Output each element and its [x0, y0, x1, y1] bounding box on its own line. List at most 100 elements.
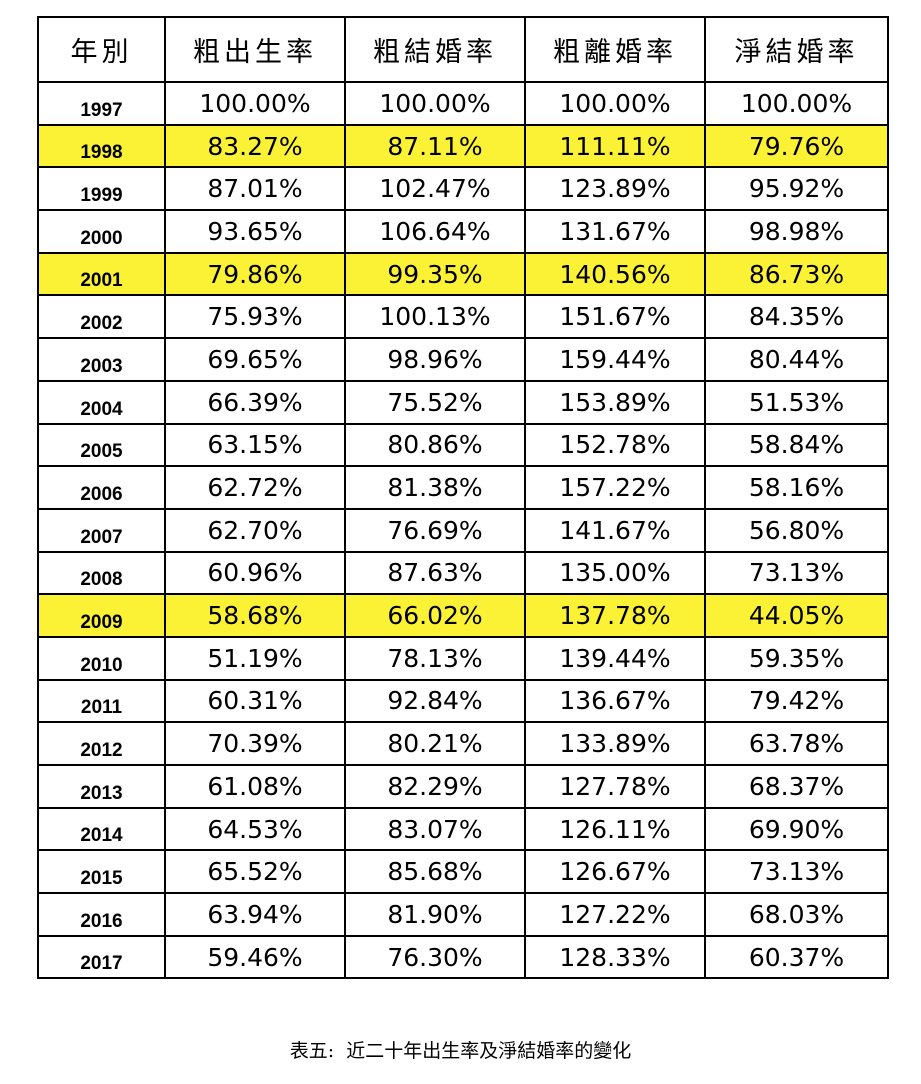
year-cell: 2007	[37, 507, 166, 553]
crude-divorce-rate-cell: 126.67%	[524, 849, 706, 895]
table-row: 1997 100.00% 100.00% 100.00% 100.00%	[37, 81, 889, 126]
header-year: 年別	[37, 16, 166, 83]
crude-birth-rate-cell: 69.65%	[164, 337, 346, 382]
net-marriage-rate-cell: 44.05%	[704, 593, 889, 638]
crude-marriage-rate-cell: 98.96%	[344, 337, 526, 382]
net-marriage-rate-cell: 68.37%	[704, 764, 889, 809]
header-crude-divorce-rate: 粗離婚率	[524, 16, 706, 83]
crude-divorce-rate-cell: 137.78%	[524, 593, 706, 638]
crude-divorce-rate-cell: 139.44%	[524, 635, 706, 681]
crude-marriage-rate-cell: 99.35%	[344, 251, 526, 297]
year-cell: 2005	[37, 422, 166, 468]
crude-marriage-rate-cell: 80.21%	[344, 721, 526, 766]
year-cell: 2014	[37, 806, 166, 852]
data-table: 年別 粗出生率 粗結婚率 粗離婚率 淨結婚率 1997 100.00% 100.00…	[37, 16, 889, 980]
crude-marriage-rate-cell: 100.00%	[344, 81, 526, 126]
table-row: 2011 60.31% 92.84% 136.67% 79.42%	[37, 678, 889, 724]
crude-birth-rate-cell: 62.72%	[164, 465, 346, 510]
crude-marriage-rate-cell: 92.84%	[344, 678, 526, 724]
net-marriage-rate-cell: 58.16%	[704, 465, 889, 510]
table-row: 2008 60.96% 87.63% 135.00% 73.13%	[37, 550, 889, 596]
table-body: 1997 100.00% 100.00% 100.00% 100.00% 1998 83.2…	[37, 81, 889, 980]
crude-marriage-rate-cell: 87.11%	[344, 123, 526, 169]
table-caption: 表五: 近二十年出生率及淨結婚率的變化	[289, 1040, 632, 1062]
net-marriage-rate-cell: 63.78%	[704, 721, 889, 766]
table-row: 1998 83.27% 87.11% 111.11% 79.76%	[37, 123, 889, 169]
year-cell: 1998	[37, 123, 166, 169]
net-marriage-rate-cell: 56.80%	[704, 507, 889, 553]
crude-divorce-rate-cell: 153.89%	[524, 379, 706, 425]
crude-birth-rate-cell: 83.27%	[164, 123, 346, 169]
crude-divorce-rate-cell: 152.78%	[524, 422, 706, 468]
table-row: 2005 63.15% 80.86% 152.78% 58.84%	[37, 422, 889, 468]
header-net-marriage-rate: 淨結婚率	[704, 16, 889, 83]
table-row: 2004 66.39% 75.52% 153.89% 51.53%	[37, 379, 889, 425]
net-marriage-rate-cell: 95.92%	[704, 166, 889, 212]
net-marriage-rate-cell: 58.84%	[704, 422, 889, 468]
crude-divorce-rate-cell: 126.11%	[524, 806, 706, 852]
table-row: 2001 79.86% 99.35% 140.56% 86.73%	[37, 251, 889, 297]
year-cell: 2012	[37, 721, 166, 766]
crude-birth-rate-cell: 75.93%	[164, 294, 346, 340]
crude-marriage-rate-cell: 66.02%	[344, 593, 526, 638]
table-row: 2013 61.08% 82.29% 127.78% 68.37%	[37, 764, 889, 809]
crude-divorce-rate-cell: 157.22%	[524, 465, 706, 510]
crude-marriage-rate-cell: 102.47%	[344, 166, 526, 212]
crude-divorce-rate-cell: 100.00%	[524, 81, 706, 126]
net-marriage-rate-cell: 79.76%	[704, 123, 889, 169]
year-cell: 2006	[37, 465, 166, 510]
crude-birth-rate-cell: 60.96%	[164, 550, 346, 596]
crude-marriage-rate-cell: 75.52%	[344, 379, 526, 425]
table-row: 2015 65.52% 85.68% 126.67% 73.13%	[37, 849, 889, 895]
crude-birth-rate-cell: 58.68%	[164, 593, 346, 638]
crude-birth-rate-cell: 59.46%	[164, 934, 346, 980]
net-marriage-rate-cell: 73.13%	[704, 550, 889, 596]
crude-divorce-rate-cell: 131.67%	[524, 209, 706, 254]
year-cell: 2002	[37, 294, 166, 340]
crude-divorce-rate-cell: 136.67%	[524, 678, 706, 724]
crude-marriage-rate-cell: 81.90%	[344, 892, 526, 937]
header-crude-birth-rate: 粗出生率	[164, 16, 346, 83]
crude-divorce-rate-cell: 128.33%	[524, 934, 706, 980]
table-row: 2006 62.72% 81.38% 157.22% 58.16%	[37, 465, 889, 510]
net-marriage-rate-cell: 68.03%	[704, 892, 889, 937]
net-marriage-rate-cell: 69.90%	[704, 806, 889, 852]
table-row: 2003 69.65% 98.96% 159.44% 80.44%	[37, 337, 889, 382]
year-cell: 2011	[37, 678, 166, 724]
crude-birth-rate-cell: 63.15%	[164, 422, 346, 468]
crude-marriage-rate-cell: 76.69%	[344, 507, 526, 553]
crude-marriage-rate-cell: 81.38%	[344, 465, 526, 510]
table-row: 2012 70.39% 80.21% 133.89% 63.78%	[37, 721, 889, 766]
crude-birth-rate-cell: 66.39%	[164, 379, 346, 425]
table-row: 2016 63.94% 81.90% 127.22% 68.03%	[37, 892, 889, 937]
table-row: 2009 58.68% 66.02% 137.78% 44.05%	[37, 593, 889, 638]
table-row: 2010 51.19% 78.13% 139.44% 59.35%	[37, 635, 889, 681]
net-marriage-rate-cell: 51.53%	[704, 379, 889, 425]
crude-marriage-rate-cell: 83.07%	[344, 806, 526, 852]
crude-marriage-rate-cell: 106.64%	[344, 209, 526, 254]
net-marriage-rate-cell: 84.35%	[704, 294, 889, 340]
net-marriage-rate-cell: 59.35%	[704, 635, 889, 681]
net-marriage-rate-cell: 73.13%	[704, 849, 889, 895]
crude-divorce-rate-cell: 140.56%	[524, 251, 706, 297]
table-row: 2002 75.93% 100.13% 151.67% 84.35%	[37, 294, 889, 340]
crude-birth-rate-cell: 64.53%	[164, 806, 346, 852]
crude-birth-rate-cell: 61.08%	[164, 764, 346, 809]
crude-birth-rate-cell: 100.00%	[164, 81, 346, 126]
net-marriage-rate-cell: 100.00%	[704, 81, 889, 126]
crude-marriage-rate-cell: 85.68%	[344, 849, 526, 895]
crude-divorce-rate-cell: 159.44%	[524, 337, 706, 382]
table-row: 2000 93.65% 106.64% 131.67% 98.98%	[37, 209, 889, 254]
year-cell: 2016	[37, 892, 166, 937]
year-cell: 2008	[37, 550, 166, 596]
header-row: 年別 粗出生率 粗結婚率 粗離婚率 淨結婚率	[37, 16, 889, 83]
crude-birth-rate-cell: 93.65%	[164, 209, 346, 254]
year-cell: 2010	[37, 635, 166, 681]
year-cell: 2001	[37, 251, 166, 297]
table-row: 1999 87.01% 102.47% 123.89% 95.92%	[37, 166, 889, 212]
year-cell: 2000	[37, 209, 166, 254]
crude-birth-rate-cell: 62.70%	[164, 507, 346, 553]
crude-birth-rate-cell: 63.94%	[164, 892, 346, 937]
crude-divorce-rate-cell: 135.00%	[524, 550, 706, 596]
crude-divorce-rate-cell: 111.11%	[524, 123, 706, 169]
